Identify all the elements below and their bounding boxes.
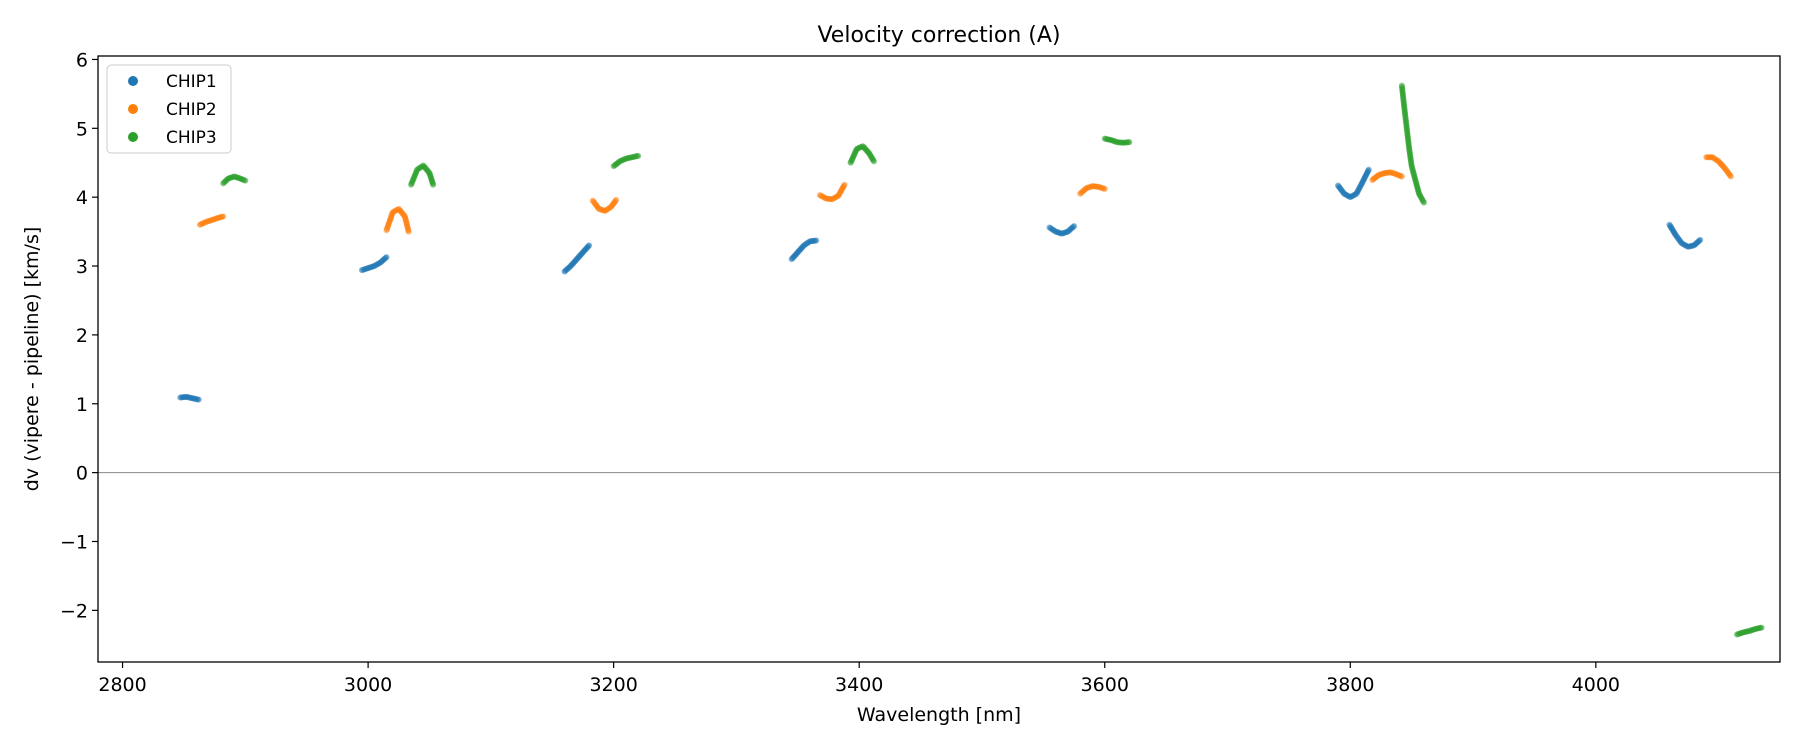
- x-tick-label: 3000: [344, 674, 392, 696]
- y-tick-label: 3: [76, 256, 88, 278]
- legend-label-chip3: CHIP3: [166, 128, 217, 148]
- data-point: [1101, 185, 1108, 192]
- y-tick-label: −2: [60, 600, 88, 622]
- x-tick-label: 3600: [1081, 674, 1129, 696]
- y-tick-label: 5: [76, 118, 88, 140]
- x-axis-label: Wavelength [nm]: [857, 704, 1021, 726]
- data-point: [613, 196, 620, 203]
- data-points: [177, 82, 1765, 638]
- x-ticks: 2800 3000 3200 3400 3600 3800 4000: [98, 662, 1620, 696]
- data-point: [405, 228, 412, 235]
- y-tick-label: 2: [76, 325, 88, 347]
- data-point: [1758, 624, 1765, 631]
- data-point: [1398, 173, 1405, 180]
- y-axis-label: dv (vipere - pipeline) [km/s]: [21, 227, 43, 492]
- data-point: [430, 181, 437, 188]
- series-chip3: [220, 82, 1765, 638]
- legend-marker-chip1: [128, 76, 138, 86]
- data-point: [383, 254, 390, 261]
- x-tick-label: 4000: [1572, 674, 1620, 696]
- data-point: [813, 237, 820, 244]
- data-point: [195, 396, 202, 403]
- data-point: [870, 158, 877, 165]
- data-point: [635, 152, 642, 159]
- data-point: [242, 177, 249, 184]
- plot-frame: [97, 55, 1781, 663]
- data-point: [1727, 173, 1734, 180]
- chart-title: Velocity correction (A): [817, 23, 1060, 48]
- data-point: [1126, 139, 1133, 146]
- x-tick-label: 3400: [835, 674, 883, 696]
- y-tick-label: 0: [76, 463, 88, 485]
- data-point: [1071, 223, 1078, 230]
- legend-label-chip1: CHIP1: [166, 72, 217, 92]
- data-point: [841, 181, 848, 188]
- data-point: [1365, 166, 1372, 173]
- data-point: [1697, 236, 1704, 243]
- data-point: [1420, 199, 1427, 206]
- legend-marker-chip3: [128, 132, 138, 142]
- legend-label-chip2: CHIP2: [166, 100, 217, 120]
- y-tick-label: 1: [76, 394, 88, 416]
- legend-box: [106, 64, 232, 154]
- legend: CHIP1 CHIP2 CHIP3: [106, 64, 232, 154]
- x-tick-label: 3800: [1326, 674, 1374, 696]
- series-chip1: [177, 166, 1704, 403]
- data-point: [220, 213, 227, 220]
- series-chip2: [196, 154, 1734, 235]
- x-tick-label: 3200: [589, 674, 637, 696]
- y-ticks: −2 −1 0 1 2 3 4 5 6: [60, 49, 98, 622]
- y-tick-label: 4: [76, 187, 88, 209]
- legend-marker-chip2: [128, 104, 138, 114]
- x-tick-label: 2800: [98, 674, 146, 696]
- y-tick-label: 6: [76, 49, 88, 71]
- y-tick-label: −1: [60, 531, 88, 553]
- data-point: [586, 242, 593, 249]
